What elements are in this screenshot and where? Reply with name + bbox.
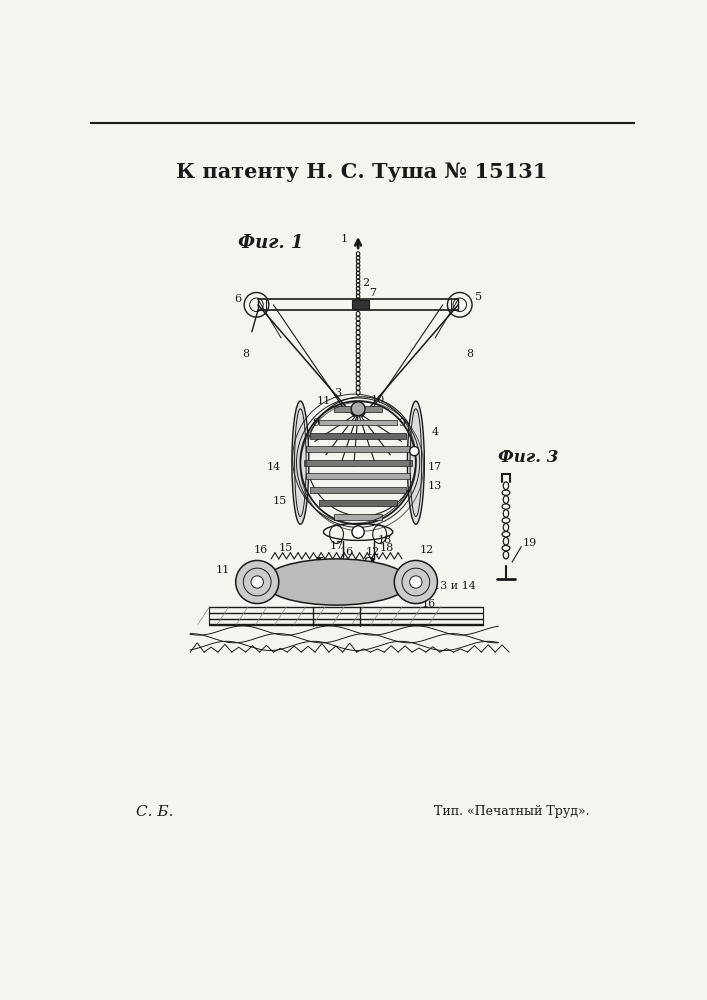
Text: Фиг. 2: Фиг. 2	[310, 557, 375, 575]
Text: 3: 3	[334, 388, 341, 398]
Text: 5: 5	[475, 292, 482, 302]
Text: 12: 12	[366, 547, 380, 557]
Text: 10: 10	[370, 395, 385, 405]
Text: 12: 12	[420, 545, 434, 555]
Bar	[305, 473, 411, 479]
Text: 18: 18	[378, 535, 392, 545]
Bar	[334, 406, 382, 412]
Bar	[319, 500, 397, 506]
Ellipse shape	[292, 401, 309, 524]
Text: 19: 19	[523, 538, 537, 548]
Text: С. Б.: С. Б.	[136, 805, 174, 819]
Text: 1: 1	[340, 234, 347, 244]
Bar	[304, 460, 412, 466]
Text: 11: 11	[216, 565, 230, 575]
Ellipse shape	[407, 401, 424, 524]
Circle shape	[235, 560, 279, 604]
Bar	[334, 514, 382, 520]
Circle shape	[251, 576, 264, 588]
Text: Фиг. 3: Фиг. 3	[498, 449, 559, 466]
Text: 11: 11	[317, 396, 331, 406]
Text: 7: 7	[369, 288, 376, 298]
Circle shape	[409, 446, 419, 456]
Ellipse shape	[264, 559, 409, 605]
Text: 13 и 14: 13 и 14	[433, 581, 476, 591]
Text: Фиг. 1: Фиг. 1	[238, 234, 303, 252]
Bar	[305, 446, 411, 452]
Text: 14: 14	[267, 462, 281, 472]
Bar	[352, 300, 369, 309]
Bar	[310, 487, 406, 493]
Text: 13: 13	[428, 481, 442, 491]
Text: 8: 8	[243, 349, 250, 359]
Bar	[319, 420, 397, 425]
Text: 4: 4	[431, 427, 438, 437]
Text: 17: 17	[428, 462, 442, 472]
Circle shape	[351, 402, 365, 416]
Text: 2: 2	[363, 278, 370, 288]
Text: 16: 16	[422, 599, 436, 609]
Text: 8: 8	[466, 349, 473, 359]
Text: 15: 15	[272, 496, 286, 506]
Text: 17: 17	[329, 541, 344, 551]
Text: Тип. «Печатный Труд».: Тип. «Печатный Труд».	[433, 805, 589, 818]
Text: 15: 15	[279, 543, 293, 553]
Text: 18: 18	[380, 543, 395, 553]
Circle shape	[352, 526, 364, 538]
Text: К патенту Н. С. Туша № 15131: К патенту Н. С. Туша № 15131	[176, 162, 548, 182]
Ellipse shape	[353, 408, 363, 416]
Circle shape	[409, 576, 422, 588]
Circle shape	[395, 560, 438, 604]
Bar	[310, 433, 406, 439]
Text: 9: 9	[398, 418, 405, 428]
Text: 16: 16	[340, 547, 354, 557]
Text: 9: 9	[312, 418, 320, 428]
Text: 6: 6	[234, 294, 241, 304]
Text: 16: 16	[254, 545, 268, 555]
